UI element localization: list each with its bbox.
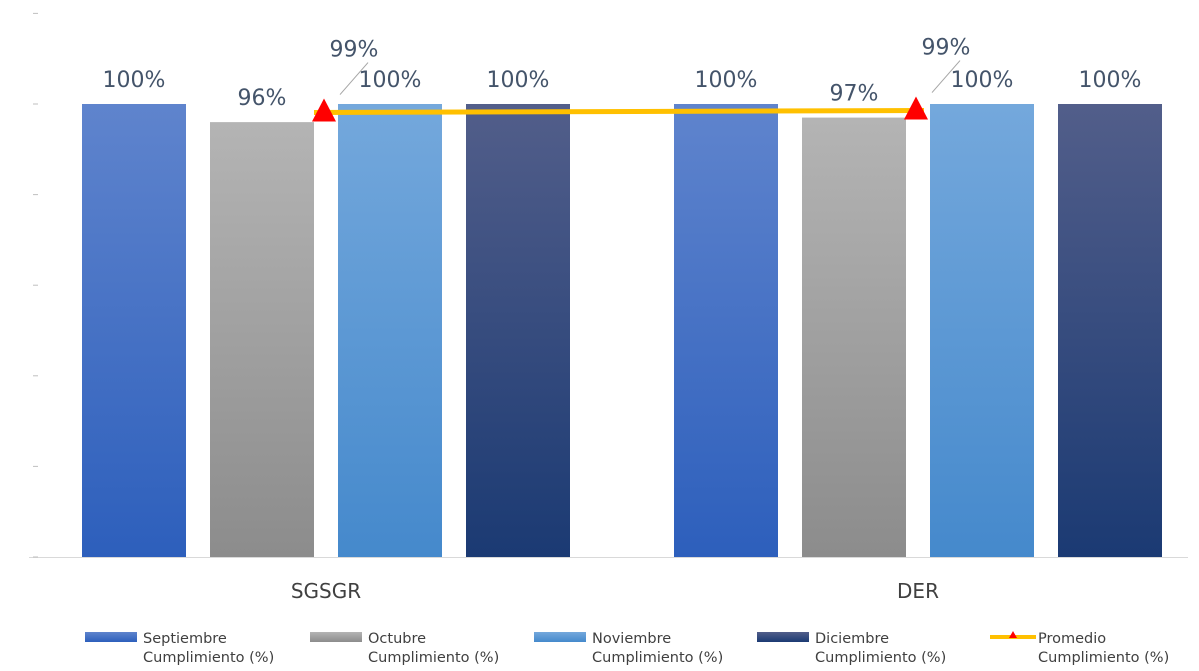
bar-data-label: 100%: [1079, 68, 1142, 93]
category-label: DER: [897, 579, 939, 603]
average-leader-line: [931, 60, 961, 93]
average-data-label: 99%: [922, 36, 971, 61]
legend-item-noviembre: Noviembre Cumplimiento (%): [534, 631, 723, 666]
legend-label: Septiembre: [143, 631, 227, 647]
legend-swatch: [85, 632, 137, 642]
legend-label: Octubre: [368, 631, 426, 647]
bar-data-label: 100%: [103, 68, 166, 93]
legend-swatch: [534, 632, 586, 642]
bar-data-label: 97%: [830, 82, 879, 107]
average-line: [313, 108, 925, 116]
bar-data-label: 100%: [487, 68, 550, 93]
bar-data-label: 100%: [359, 68, 422, 93]
legend-label: Cumplimiento (%): [815, 650, 946, 666]
average-marker: [904, 96, 928, 120]
legend-label: Cumplimiento (%): [368, 650, 499, 666]
bar-sgsgr-octubre: [210, 122, 314, 558]
average-marker: [312, 98, 336, 122]
bar-der-septiembre: [674, 104, 778, 557]
bar-sgsgr-septiembre: [82, 104, 186, 557]
bar-data-label: 100%: [951, 68, 1014, 93]
legend-item-diciembre: Diciembre Cumplimiento (%): [757, 631, 946, 666]
legend-label: Noviembre: [592, 631, 671, 647]
legend-swatch-marker: [1009, 631, 1017, 638]
legend-item-promedio: Promedio Cumplimiento (%): [990, 631, 1169, 666]
legend-label: Diciembre: [815, 631, 889, 647]
bar-data-label: 100%: [695, 68, 758, 93]
legend-label: Cumplimiento (%): [1038, 650, 1169, 666]
legend-swatch: [310, 632, 362, 642]
bar-der-noviembre: [930, 104, 1034, 557]
legend-label: Cumplimiento (%): [592, 650, 723, 666]
average-data-label: 99%: [330, 38, 379, 63]
legend-item-septiembre: Septiembre Cumplimiento (%): [85, 631, 274, 666]
bar-der-diciembre: [1058, 104, 1162, 557]
category-label: SGSGR: [291, 579, 361, 603]
bar-sgsgr-noviembre: [338, 104, 442, 557]
legend-label: Cumplimiento (%): [143, 650, 274, 666]
legend-swatch: [757, 632, 809, 642]
legend-label: Promedio: [1038, 631, 1106, 647]
bar-data-label: 96%: [238, 86, 287, 111]
bar-sgsgr-diciembre: [466, 104, 570, 557]
legend-item-octubre: Octubre Cumplimiento (%): [310, 631, 499, 666]
bar-der-octubre: [802, 117, 906, 557]
average-leader-line: [339, 62, 369, 95]
